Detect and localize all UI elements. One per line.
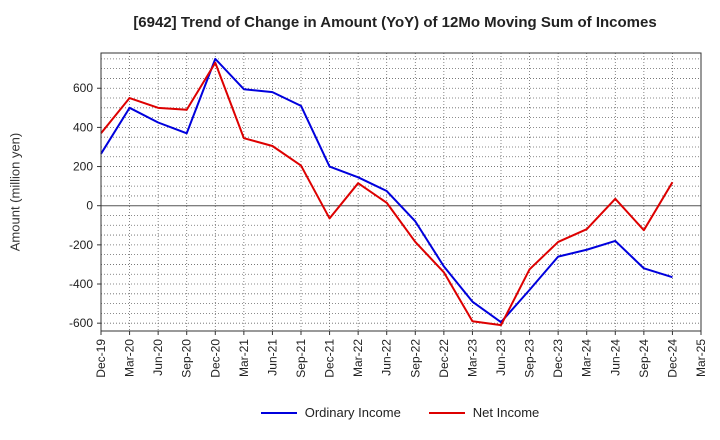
x-tick-label: Dec-21 <box>323 339 337 378</box>
x-tick-label: Mar-22 <box>351 339 365 377</box>
y-tick-label: -400 <box>69 277 93 291</box>
plot-frame <box>100 52 702 332</box>
x-tick-label: Jun-21 <box>265 339 279 376</box>
legend-item: Ordinary Income <box>260 405 401 420</box>
x-tick-label: Jun-22 <box>380 339 394 376</box>
legend: Ordinary Income Net Income <box>0 405 720 420</box>
x-tick-label: Dec-20 <box>208 339 222 378</box>
y-tick-label: -600 <box>69 316 93 330</box>
x-tick-label: Jun-24 <box>608 339 622 376</box>
x-tick-label: Dec-23 <box>551 339 565 378</box>
x-tick-label: Sep-21 <box>294 339 308 378</box>
legend-swatch <box>428 411 465 414</box>
y-tick-label: 0 <box>86 199 93 213</box>
series-line-net-income <box>100 61 674 327</box>
x-tick-label: Dec-24 <box>665 339 679 378</box>
x-tick-label: Sep-24 <box>637 339 651 378</box>
x-tick-label: Dec-22 <box>437 339 451 378</box>
x-tick-label: Sep-22 <box>408 339 422 378</box>
y-tick-label: 200 <box>73 160 93 174</box>
y-tick-label: 400 <box>73 120 93 134</box>
x-tick-label: Mar-23 <box>465 339 479 377</box>
legend-swatch <box>260 411 297 414</box>
x-tick-label: Mar-24 <box>580 339 594 377</box>
grid-lines <box>100 53 702 331</box>
legend-label: Net Income <box>472 405 540 420</box>
legend-item: Net Income <box>428 405 540 420</box>
y-tick-label: 600 <box>73 81 93 95</box>
x-tick-label: Mar-21 <box>237 339 251 377</box>
x-tick-label: Jun-23 <box>494 339 508 376</box>
x-tick-label: Mar-20 <box>123 339 137 377</box>
axis-ticks: -600 -400 -200 0 200 400 600 Dec-19 Mar-20 Jun-20… <box>69 81 708 377</box>
legend-label: Ordinary Income <box>304 405 401 420</box>
series-lines <box>100 57 674 327</box>
x-tick-label: Dec-19 <box>94 339 108 378</box>
chart-title: [6942] Trend of Change in Amount (YoY) o… <box>133 14 657 31</box>
x-tick-label: Mar-25 <box>694 339 708 377</box>
x-tick-label: Sep-23 <box>523 339 537 378</box>
series-line-ordinary-income <box>100 57 673 324</box>
y-tick-label: -200 <box>69 238 93 252</box>
x-tick-label: Sep-20 <box>180 339 194 378</box>
x-tick-label: Jun-20 <box>151 339 165 376</box>
